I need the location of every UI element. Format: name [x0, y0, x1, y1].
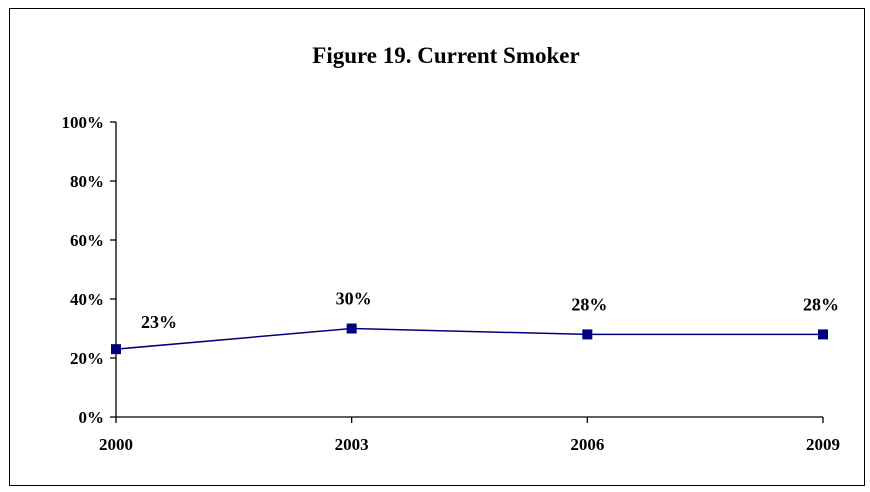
data-label: 23% — [141, 312, 177, 332]
series-line — [115, 327, 823, 350]
x-tick-label: 2009 — [806, 435, 840, 454]
series-group: 23% 30% 28% 28% — [111, 289, 839, 355]
y-tick-label: 20% — [70, 349, 104, 368]
x-tick-label: 2003 — [335, 435, 369, 454]
y-tick-label: 60% — [70, 231, 104, 250]
data-label: 30% — [336, 289, 372, 309]
y-tick-label: 80% — [70, 172, 104, 191]
data-label: 28% — [571, 294, 607, 314]
y-tick-label: 0% — [79, 408, 105, 427]
chart-title: Figure 19. Current Smoker — [312, 43, 579, 68]
data-label: 28% — [803, 294, 839, 314]
data-point-marker — [582, 329, 593, 340]
data-point-marker — [111, 344, 121, 355]
chart-frame — [9, 8, 865, 486]
data-point-marker — [818, 329, 828, 340]
y-tick-label: 40% — [70, 290, 104, 309]
x-tick-label: 2006 — [570, 435, 604, 454]
x-tick-label: 2000 — [99, 435, 133, 454]
axes: 0% 20% 40% 60% 80% 100% 2000 2003 2006 2009 — [62, 113, 841, 454]
data-point-marker — [346, 323, 357, 334]
y-tick-label: 100% — [62, 113, 105, 132]
